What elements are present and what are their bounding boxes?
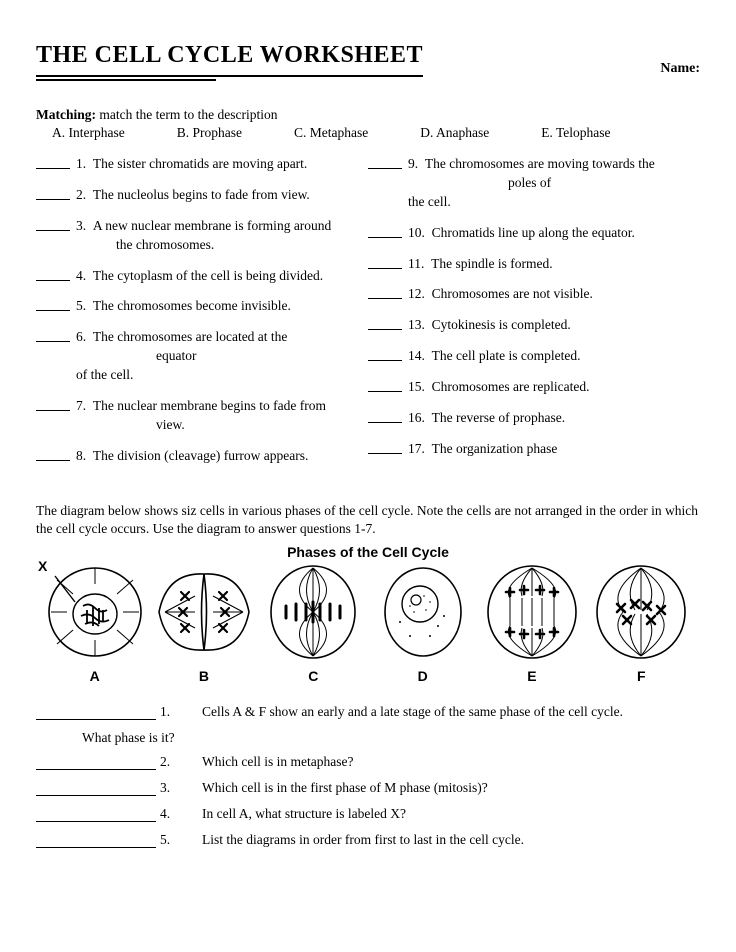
bottom-questions: 1. Cells A & F show an early and a late … xyxy=(36,704,700,848)
bq3: 3. Which cell is in the first phase of M… xyxy=(36,780,700,796)
options-row: A. Interphase B. Prophase C. Metaphase D… xyxy=(36,125,700,141)
blank[interactable] xyxy=(36,155,70,169)
diagram-row: X A xyxy=(36,562,700,684)
matching-grid: 1. The sister chromatids are moving apar… xyxy=(36,155,700,478)
q9: 9. The chromosomes are moving towards th… xyxy=(368,155,700,212)
blank[interactable] xyxy=(368,255,402,269)
blank[interactable] xyxy=(36,328,70,342)
cell-d-icon xyxy=(380,562,466,662)
option-d: D. Anaphase xyxy=(420,125,489,141)
header: THE CELL CYCLE WORKSHEET Name: xyxy=(36,42,700,81)
blank[interactable] xyxy=(368,440,402,454)
cell-f-label: F xyxy=(587,668,696,684)
cell-c-icon xyxy=(266,562,360,662)
q11: 11. The spindle is formed. xyxy=(368,255,700,274)
cell-b: B xyxy=(149,562,258,684)
blank[interactable] xyxy=(368,409,402,423)
bq5: 5. List the diagrams in order from first… xyxy=(36,832,700,848)
diagram-title: Phases of the Cell Cycle xyxy=(36,544,700,560)
blank[interactable] xyxy=(368,155,402,169)
blank[interactable] xyxy=(36,397,70,411)
blank[interactable] xyxy=(368,347,402,361)
cell-d: D xyxy=(368,562,477,684)
right-column: 9. The chromosomes are moving towards th… xyxy=(368,155,700,478)
cell-e: E xyxy=(477,562,586,684)
matching-header: Matching: match the term to the descript… xyxy=(36,107,700,123)
q15: 15. Chromosomes are replicated. xyxy=(368,378,700,397)
worksheet-page: THE CELL CYCLE WORKSHEET Name: Matching:… xyxy=(0,0,736,888)
blank[interactable] xyxy=(36,267,70,281)
page-title: THE CELL CYCLE WORKSHEET xyxy=(36,42,423,77)
name-label: Name: xyxy=(660,61,700,81)
x-label: X xyxy=(38,558,47,574)
blank[interactable] xyxy=(36,782,156,796)
option-e: E. Telophase xyxy=(541,125,610,141)
blank[interactable] xyxy=(368,285,402,299)
bq4: 4. In cell A, what structure is labeled … xyxy=(36,806,700,822)
cell-a-label: A xyxy=(40,668,149,684)
blank[interactable] xyxy=(36,756,156,770)
cell-a-icon xyxy=(45,562,145,662)
cell-f: F xyxy=(587,562,696,684)
q14: 14. The cell plate is completed. xyxy=(368,347,700,366)
diagram-intro: The diagram below shows siz cells in var… xyxy=(36,502,700,538)
cell-e-label: E xyxy=(477,668,586,684)
option-c: C. Metaphase xyxy=(294,125,368,141)
option-a: A. Interphase xyxy=(52,125,125,141)
bq2: 2. Which cell is in metaphase? xyxy=(36,754,700,770)
cell-f-icon xyxy=(593,562,689,662)
q2: 2. The nucleolus begins to fade from vie… xyxy=(36,186,368,205)
q6: 6. The chromosomes are located at theequ… xyxy=(36,328,368,385)
bq1: 1. Cells A & F show an early and a late … xyxy=(36,704,700,720)
q13: 13. Cytokinesis is completed. xyxy=(368,316,700,335)
q1: 1. The sister chromatids are moving apar… xyxy=(36,155,368,174)
cell-d-label: D xyxy=(368,668,477,684)
cell-b-label: B xyxy=(149,668,258,684)
q3: 3. A new nuclear membrane is forming aro… xyxy=(36,217,368,255)
left-column: 1. The sister chromatids are moving apar… xyxy=(36,155,368,478)
blank[interactable] xyxy=(36,297,70,311)
blank[interactable] xyxy=(368,316,402,330)
q12: 12. Chromosomes are not visible. xyxy=(368,285,700,304)
title-block: THE CELL CYCLE WORKSHEET xyxy=(36,42,423,81)
blank[interactable] xyxy=(368,224,402,238)
cell-e-icon xyxy=(484,562,580,662)
blank[interactable] xyxy=(36,447,70,461)
cell-b-icon xyxy=(151,562,257,662)
bq1-sub: What phase is it? xyxy=(36,730,700,746)
q17: 17. The organization phase xyxy=(368,440,700,459)
title-underline xyxy=(36,79,216,81)
matching-rest: match the term to the description xyxy=(96,107,277,122)
blank[interactable] xyxy=(36,808,156,822)
q10: 10. Chromatids line up along the equator… xyxy=(368,224,700,243)
blank[interactable] xyxy=(368,378,402,392)
q7: 7. The nuclear membrane begins to fade f… xyxy=(36,397,368,435)
cell-c-label: C xyxy=(259,668,368,684)
cell-a: X A xyxy=(40,562,149,684)
blank[interactable] xyxy=(36,834,156,848)
cell-c: C xyxy=(259,562,368,684)
q5: 5. The chromosomes become invisible. xyxy=(36,297,368,316)
blank[interactable] xyxy=(36,217,70,231)
option-b: B. Prophase xyxy=(177,125,242,141)
matching-bold: Matching: xyxy=(36,107,96,122)
q8: 8. The division (cleavage) furrow appear… xyxy=(36,447,368,466)
blank[interactable] xyxy=(36,186,70,200)
q16: 16. The reverse of prophase. xyxy=(368,409,700,428)
q4: 4. The cytoplasm of the cell is being di… xyxy=(36,267,368,286)
blank[interactable] xyxy=(36,706,156,720)
